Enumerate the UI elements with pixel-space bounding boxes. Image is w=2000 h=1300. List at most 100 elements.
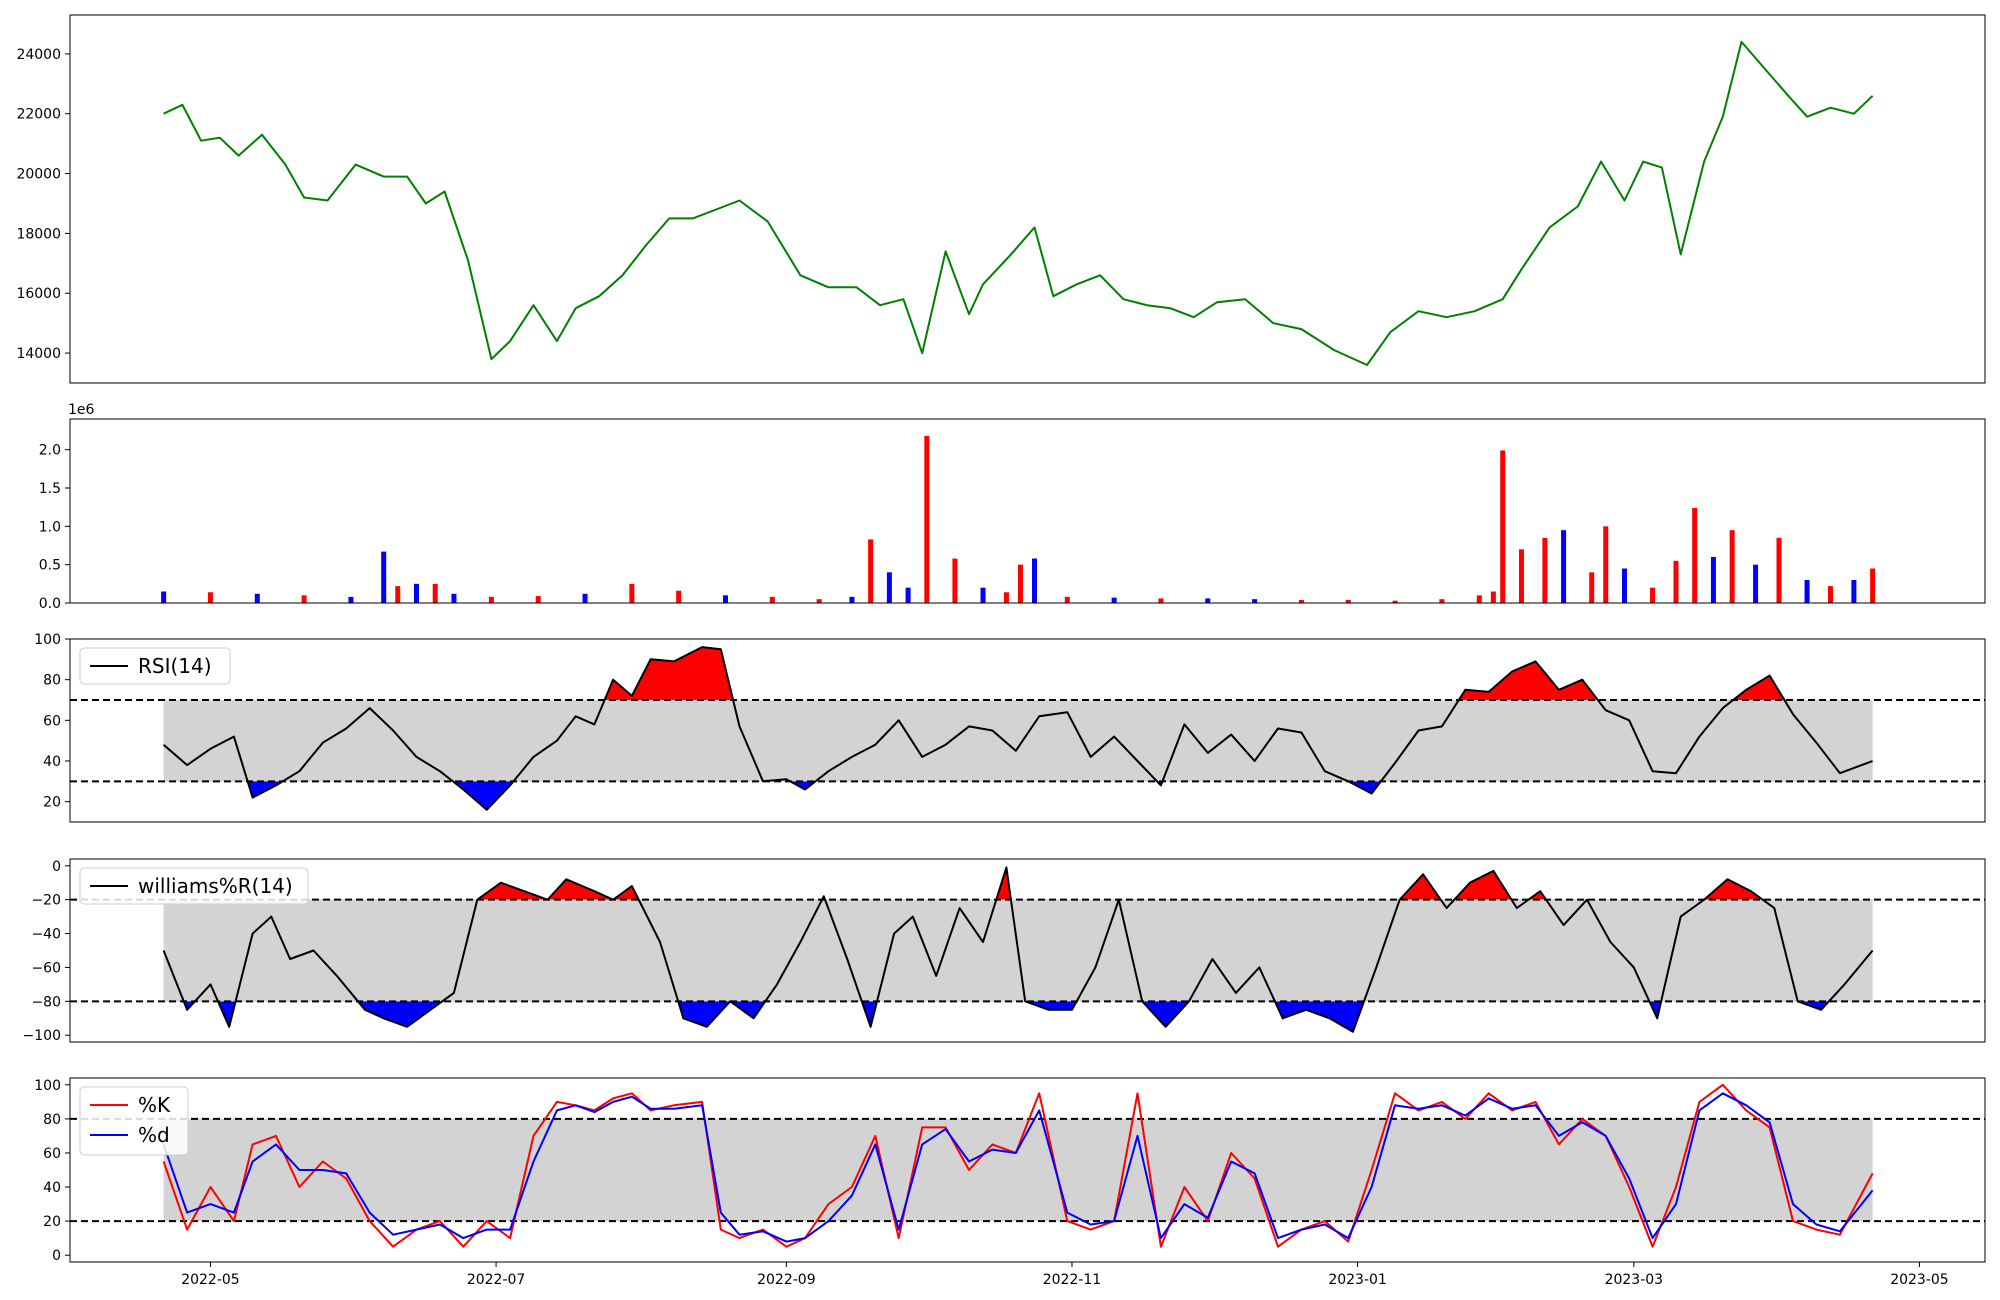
volume-bar (1673, 560, 1679, 603)
rsi-overbought-fill (163, 647, 1873, 700)
volume-bar (1621, 568, 1627, 603)
rsi-legend-label: RSI(14) (138, 654, 212, 678)
volume-bar (1870, 568, 1876, 603)
volume-bar (629, 583, 635, 603)
volume-bar (952, 558, 958, 603)
volume-bar (582, 593, 588, 603)
volume-ytick-label: 0.5 (39, 558, 61, 574)
date-tick-label: 2022-09 (757, 1272, 816, 1288)
volume-bar (1561, 530, 1567, 603)
williams-r-panel: williams%R(14) 0 −20 −40 −60 −80 −100 (23, 858, 1986, 1044)
rsi-ytick-label: 40 (43, 754, 61, 770)
volume-bar (1500, 450, 1506, 603)
volume-bar (886, 572, 892, 603)
volume-bar (868, 539, 874, 603)
price-line (163, 40, 1874, 366)
volume-bar (676, 590, 682, 603)
volume-bar (1692, 507, 1698, 603)
rsi-ytick-label: 100 (34, 632, 61, 648)
rsi-line (162, 646, 1873, 811)
price-ytick-label: 14000 (16, 346, 61, 362)
volume-bar (1017, 564, 1023, 603)
williams-r-legend: williams%R(14) (79, 867, 309, 905)
date-tick-label: 2023-01 (1328, 1272, 1387, 1288)
volume-bar (1205, 598, 1211, 603)
volume-ytick-label: 1.5 (39, 481, 61, 497)
stochastic-d-line (162, 1092, 1874, 1243)
volume-bar (769, 596, 775, 603)
volume-bar (980, 587, 986, 603)
volume-bar (1827, 586, 1833, 603)
williams-r-ytick-label: 0 (52, 859, 61, 875)
volume-bar (1298, 599, 1304, 603)
price-axes-frame (69, 14, 1986, 384)
volume-bar (451, 593, 457, 603)
volume-ytick-label: 0.0 (39, 596, 61, 612)
volume-bar (1064, 596, 1070, 603)
volume-bar (1753, 564, 1759, 603)
date-tick-label: 2022-11 (1043, 1272, 1102, 1288)
volume-bar (1003, 592, 1009, 603)
volume-bar (1603, 526, 1609, 603)
stochastic-legend-box (79, 1086, 189, 1156)
williams-r-legend-box (79, 867, 309, 905)
volume-bar (1490, 591, 1496, 603)
stochastic-ytick-label: 100 (34, 1078, 61, 1094)
williams-r-line (162, 866, 1874, 1033)
volume-bar (161, 591, 167, 603)
volume-bar (1252, 599, 1258, 603)
volume-ytick-label: 1.0 (39, 519, 61, 535)
williams-r-axes-frame (69, 858, 1986, 1043)
volume-bar (816, 599, 822, 603)
date-axis: 2022-05 2022-07 2022-09 2022-11 2023-01 2023-… (181, 1262, 1949, 1288)
volume-bar (1032, 558, 1038, 603)
volume-ytick-label: 2.0 (39, 443, 61, 459)
stochastic-ytick-label: 60 (43, 1146, 61, 1162)
williams-r-ytick-label: −80 (31, 994, 61, 1010)
volume-bar (924, 435, 930, 603)
date-tick-label: 2022-05 (181, 1272, 240, 1288)
stochastic-panel: %K %d 0 20 40 60 80 100 (34, 1077, 1986, 1264)
rsi-legend-box (79, 647, 231, 685)
volume-bar (1650, 587, 1656, 603)
rsi-legend: RSI(14) (79, 647, 231, 685)
rsi-ytick-label: 80 (43, 673, 61, 689)
price-ytick-label: 16000 (16, 286, 61, 302)
date-tick-label: 2022-07 (467, 1272, 526, 1288)
stochastic-neutral-band (163, 1118, 1873, 1222)
volume-bar (207, 592, 213, 603)
rsi-ytick-label: 60 (43, 713, 61, 729)
rsi-axes-frame (69, 638, 1986, 823)
volume-bar (432, 583, 438, 603)
price-ytick-label: 22000 (16, 107, 61, 123)
volume-bar (1158, 598, 1164, 603)
williams-r-ytick-label: −40 (31, 927, 61, 943)
volume-bar (1589, 572, 1595, 603)
volume-bar (395, 586, 401, 603)
price-ytick-label: 18000 (16, 226, 61, 242)
volume-bar (1710, 557, 1716, 603)
rsi-ytick-label: 20 (43, 795, 61, 811)
volume-bar (301, 595, 307, 603)
volume-bar (413, 583, 419, 603)
stochastic-ytick-label: 40 (43, 1180, 61, 1196)
rsi-panel: RSI(14) 20 40 60 80 100 (34, 632, 1986, 823)
volume-bar (1476, 595, 1482, 603)
volume-bar (535, 596, 541, 603)
williams-r-ytick-label: −100 (23, 1028, 61, 1044)
rsi-oversold-fill (247, 781, 1381, 810)
stochastic-ytick-label: 80 (43, 1112, 61, 1128)
price-ytick-label: 20000 (16, 167, 61, 183)
volume-bar (254, 593, 260, 603)
volume-bar (1776, 537, 1782, 603)
price-ytick-label: 24000 (16, 47, 61, 63)
volume-bar (905, 587, 911, 603)
volume-bar (381, 551, 387, 603)
volume-bar (1345, 599, 1351, 603)
stochastic-ytick-label: 20 (43, 1214, 61, 1230)
date-tick-label: 2023-05 (1890, 1272, 1949, 1288)
volume-bar (1542, 537, 1548, 603)
volume-axes-frame (69, 418, 1986, 604)
volume-bar (488, 596, 494, 603)
